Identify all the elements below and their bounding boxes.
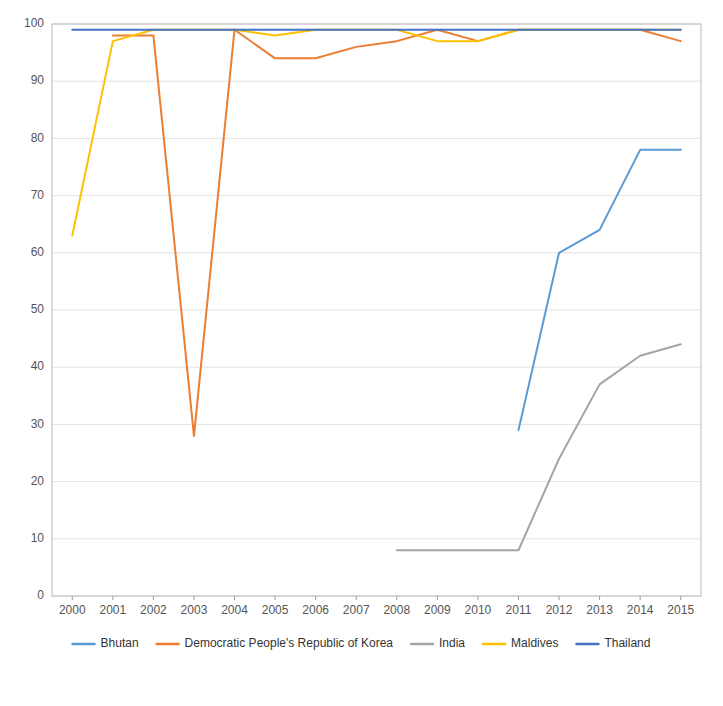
x-tick-label: 2014 [627, 603, 654, 617]
series-line [72, 30, 680, 236]
y-tick-label: 50 [31, 302, 45, 316]
series-line [518, 150, 680, 430]
x-tick-label: 2000 [59, 603, 86, 617]
legend-item: Bhutan [73, 636, 139, 650]
legend-swatch [576, 643, 598, 646]
legend-item: Maldives [483, 636, 558, 650]
x-tick [153, 596, 154, 600]
x-tick [680, 596, 681, 600]
plot-frame [52, 24, 701, 596]
x-tick [72, 596, 73, 600]
y-tick-label: 60 [31, 245, 45, 259]
grid-line [52, 367, 701, 368]
y-tick-label: 10 [31, 531, 45, 545]
x-tick-label: 2015 [667, 603, 694, 617]
grid-line [52, 424, 701, 425]
x-tick [477, 596, 478, 600]
series-line [113, 30, 681, 436]
x-tick-label: 2012 [546, 603, 573, 617]
x-tick-label: 2001 [99, 603, 126, 617]
x-tick [640, 596, 641, 600]
series-line [397, 344, 681, 550]
legend-swatch [483, 643, 505, 646]
y-tick-label: 0 [37, 588, 44, 602]
legend-item: Democratic People's Republic of Korea [157, 636, 394, 650]
x-tick [315, 596, 316, 600]
x-tick [559, 596, 560, 600]
axes: 0 10 20 30 40 50 60 70 80 90 100 2000 2001 2002 2003 20… [24, 16, 701, 617]
x-tick-label: 2003 [181, 603, 208, 617]
x-tick [193, 596, 194, 600]
legend-swatch [411, 643, 433, 646]
grid-line [52, 138, 701, 139]
x-tick-label: 2013 [586, 603, 613, 617]
x-tick-label: 2005 [262, 603, 289, 617]
legend-label: Thailand [604, 636, 650, 650]
x-tick [396, 596, 397, 600]
y-tick-label: 100 [24, 16, 44, 30]
grid-line [52, 310, 701, 311]
grid-line [52, 195, 701, 196]
x-tick-label: 2007 [343, 603, 370, 617]
x-tick [599, 596, 600, 600]
x-tick-label: 2008 [383, 603, 410, 617]
y-tick-label: 20 [31, 474, 45, 488]
grid-line [52, 538, 701, 539]
legend-swatch [73, 643, 95, 646]
legend-label: Democratic People's Republic of Korea [185, 636, 394, 650]
legend-label: India [439, 636, 465, 650]
x-tick-label: 2009 [424, 603, 451, 617]
x-tick-label: 2010 [465, 603, 492, 617]
x-tick-label: 2011 [506, 603, 532, 617]
grid-line [52, 481, 701, 482]
x-tick [275, 596, 276, 600]
x-tick [437, 596, 438, 600]
legend-label: Bhutan [101, 636, 139, 650]
legend-item: India [411, 636, 465, 650]
y-tick-label: 30 [31, 417, 45, 431]
x-tick [356, 596, 357, 600]
y-tick-label: 80 [31, 131, 45, 145]
x-tick-label: 2002 [140, 603, 167, 617]
y-tick-label: 90 [31, 73, 45, 87]
x-tick [112, 596, 113, 600]
legend: Bhutan Democratic People's Republic of Ko… [73, 636, 651, 650]
y-tick-label: 40 [31, 359, 45, 373]
chart: 0 10 20 30 40 50 60 70 80 90 100 2000 2001 2002 2003 20… [0, 0, 723, 706]
x-tick [518, 596, 519, 600]
x-tick-label: 2006 [302, 603, 329, 617]
grid-line [52, 252, 701, 253]
x-tick [234, 596, 235, 600]
y-tick-label: 70 [31, 188, 45, 202]
grid-line [52, 81, 701, 82]
legend-swatch [157, 643, 179, 646]
legend-label: Maldives [511, 636, 558, 650]
series-line [72, 29, 680, 31]
x-tick-label: 2004 [221, 603, 248, 617]
legend-item: Thailand [576, 636, 650, 650]
series-group [72, 30, 680, 551]
